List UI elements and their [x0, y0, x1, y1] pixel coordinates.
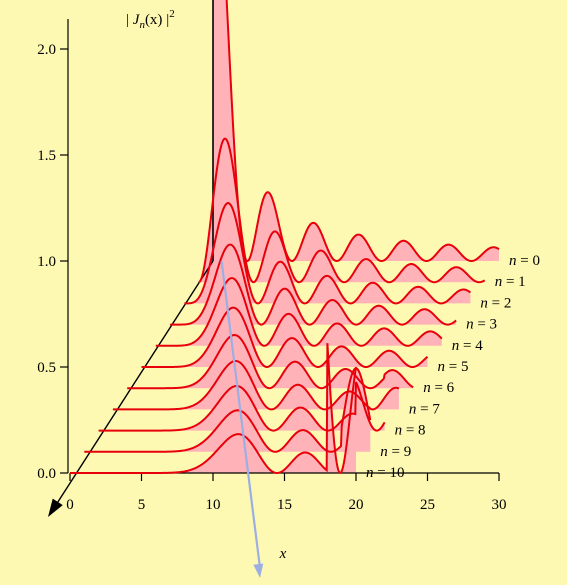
series-label-n0: n = 0 — [509, 253, 540, 269]
series-label-n8: n = 8 — [395, 423, 426, 439]
series-line-n1 — [198, 137, 486, 284]
series-line-n5 — [141, 306, 429, 369]
series-line-n4 — [155, 277, 443, 347]
series-line-n9 — [84, 367, 372, 453]
series-fill-n1 — [198, 138, 485, 283]
x-tick-label-6: 30 — [492, 497, 507, 513]
series-line-n6 — [127, 334, 414, 390]
n-axis-line — [53, 260, 214, 509]
x-tick-label-3: 15 — [277, 497, 292, 513]
series-line-n10 — [70, 343, 357, 475]
series-label-n10: n = 10 — [366, 465, 404, 481]
y-axis-label: | Jn(x) |2 — [126, 8, 175, 31]
n-axis-arrowhead — [48, 498, 63, 517]
series-fill-n6 — [127, 335, 414, 389]
tick-labels: 0.0 0.5 1.0 1.5 2.0 0 5 10 15 20 25 30 — [37, 42, 506, 513]
n-direction-arrow — [220, 260, 264, 578]
series-fill-n5 — [141, 307, 428, 367]
x-axis-label: x — [279, 546, 287, 562]
y-tick-label-4: 2.0 — [37, 42, 56, 58]
series-fill-n0 — [213, 0, 499, 261]
y-tick-label-1: 0.5 — [37, 360, 56, 376]
series-line-n8 — [98, 381, 386, 432]
x-tick-label-1: 5 — [138, 497, 146, 513]
series-line-n7 — [112, 359, 400, 411]
y-tick-label-3: 1.5 — [37, 148, 56, 164]
series-line-n3 — [170, 243, 457, 326]
x-tick-label-5: 25 — [420, 497, 435, 513]
series-labels: n = 0 n = 1 n = 2 n = 3 n = 4 n = 5 n = 6 n = 7… — [366, 253, 540, 481]
series-label-n9: n = 9 — [380, 444, 411, 460]
series-label-n3: n = 3 — [466, 317, 497, 333]
series-line-n2 — [184, 202, 472, 305]
n-direction-arrowhead — [253, 563, 264, 578]
series-curves — [70, 0, 500, 475]
series-label-n7: n = 7 — [409, 401, 440, 417]
series-label-n5: n = 5 — [438, 359, 469, 375]
y-tick-label-0: 0.0 — [37, 466, 56, 482]
x-tick-label-2: 10 — [206, 497, 221, 513]
series-line-n0 — [225, 0, 500, 263]
series-fill-n7 — [112, 360, 399, 410]
n-direction-arrow-line — [220, 260, 262, 569]
y-tick-label-2: 1.0 — [37, 254, 56, 270]
series-label-n6: n = 6 — [423, 380, 454, 396]
x-tick-label-0: 0 — [66, 497, 74, 513]
series-label-n4: n = 4 — [452, 338, 483, 354]
series-label-n1: n = 1 — [495, 274, 526, 290]
series-label-n2: n = 2 — [480, 295, 511, 311]
x-tick-label-4: 20 — [349, 497, 364, 513]
